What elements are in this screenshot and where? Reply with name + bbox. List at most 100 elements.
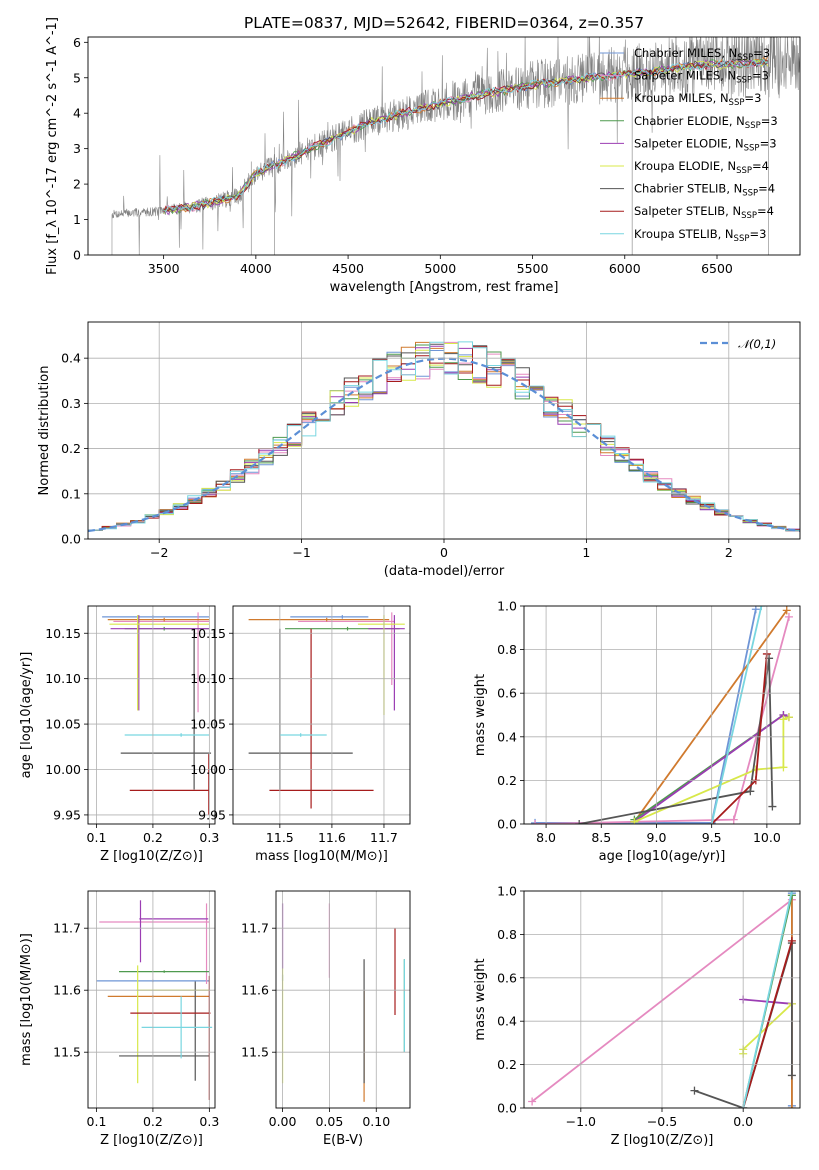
x-tick-label: 10.0: [753, 830, 781, 845]
x-tick-label: 11.7: [370, 830, 398, 845]
x-axis-label: wavelength [Angstrom, rest frame]: [330, 280, 559, 295]
x-tick-label: 6500: [701, 261, 733, 276]
x-axis-label: Z [log10(Z/Z⊙)]: [611, 1133, 714, 1148]
legend-subscript: SSP: [741, 211, 757, 221]
x-axis-label: Z [log10(Z/Z⊙)]: [100, 1133, 203, 1148]
y-tick-label: 4: [73, 106, 81, 121]
legend-entry: Kroupa MILES, NSSP=3: [634, 91, 761, 108]
x-axis-label: (data-model)/error: [384, 564, 505, 579]
x-tick-label: −0.5: [647, 1114, 677, 1129]
x-tick-label: 3500: [148, 261, 180, 276]
x-tick-label: 0.1: [87, 830, 107, 845]
legend-tail: =3: [761, 114, 778, 128]
y-tick-label: 9.95: [53, 807, 81, 822]
x-tick-label: 6000: [609, 261, 641, 276]
spectrum-model-line: [163, 58, 769, 212]
y-tick-label: 0.2: [497, 1057, 517, 1072]
legend-tail: =3: [749, 227, 766, 241]
y-axis-label: Normed distribution: [37, 366, 52, 496]
x-tick-label: 0.1: [87, 1114, 107, 1129]
figure-title: PLATE=0837, MJD=52642, FIBERID=0364, z=0…: [244, 14, 644, 32]
y-axis-label: mass weight: [473, 674, 488, 756]
panel-spectrum: 3500 4000 4500 5000 5500 6000 6500 0 1 2 3 4 5 6 wavel…: [45, 17, 801, 295]
y-tick-label: 11.5: [241, 1045, 269, 1060]
x-tick-label: 11.5: [266, 830, 294, 845]
y-tick-label: 10.05: [45, 717, 81, 732]
legend-tail: =3: [752, 69, 769, 83]
x-tick-label: 0.05: [315, 1114, 343, 1129]
x-tick-label: 11.6: [318, 830, 346, 845]
weight-marker: [782, 606, 791, 615]
y-axis-label: Flux [f_λ 10^-17 erg cm^-2 s^-1 A^-1]: [45, 17, 60, 275]
y-tick-label: 0.0: [61, 532, 81, 547]
weight-line: [742, 940, 793, 1108]
legend-subscript: SSP: [737, 53, 753, 63]
y-axis-label: mass [log10(M/M⊙)]: [19, 933, 34, 1066]
x-tick-label: 0.00: [269, 1114, 297, 1129]
plot-area: [248, 612, 405, 809]
y-tick-label: 0.6: [497, 970, 517, 985]
legend-entry: Salpeter STELIB, NSSP=4: [634, 204, 774, 221]
legend-entry: Salpeter ELODIE, NSSP=3: [634, 136, 777, 153]
axes-frame: [87, 605, 216, 825]
legend-text: Kroupa MILES, N: [634, 91, 729, 105]
weight-line: [579, 658, 774, 824]
x-tick-label: 0.2: [143, 1114, 163, 1129]
legend-subscript: SSP: [745, 121, 761, 131]
x-tick-label: 5000: [424, 261, 456, 276]
legend-tail: =3: [753, 46, 770, 60]
legend-tail: =4: [758, 182, 775, 196]
y-tick-label: 0.8: [497, 642, 517, 657]
y-tick-label: 0.6: [497, 686, 517, 701]
x-tick-label: 8.5: [591, 830, 611, 845]
legend-text: Kroupa ELODIE, N: [634, 159, 736, 173]
x-tick-label: 9.5: [702, 830, 722, 845]
x-tick-label: −1: [292, 545, 310, 560]
weight-marker: [531, 820, 540, 824]
x-tick-label: 8.0: [536, 830, 556, 845]
legend-entry: Kroupa STELIB, NSSP=3: [634, 227, 766, 244]
legend-subscript: SSP: [736, 76, 752, 86]
y-tick-label: 11.6: [53, 983, 81, 998]
legend-tail: =4: [752, 159, 769, 173]
legend-text: Salpeter STELIB, N: [634, 204, 741, 218]
legend-tail: =4: [757, 204, 774, 218]
weight-marker: [787, 936, 796, 945]
axes-frame: [523, 890, 801, 1109]
panel-mass_vs_ebv: 0.00 0.05 0.10 11.5 11.6 11.7 E(B-V): [241, 890, 411, 1148]
weight-marker: [575, 820, 584, 824]
x-axis-label: Z [log10(Z/Z⊙)]: [100, 849, 203, 864]
legend-entry: Salpeter MILES, NSSP=3: [634, 69, 769, 86]
x-tick-label: 0.3: [199, 1114, 219, 1129]
weight-marker: [787, 1104, 796, 1108]
panel-age_vs_mass: 11.5 11.6 11.7 9.95 10.00 10.05 10.10 10.15 mass…: [190, 605, 411, 864]
weight-line: [710, 606, 763, 824]
y-tick-label: 11.7: [241, 921, 269, 936]
y-tick-label: 0.2: [61, 441, 81, 456]
weight-line: [633, 609, 788, 823]
weight-marker: [784, 713, 793, 722]
y-tick-label: 1.0: [497, 599, 517, 614]
y-tick-label: 0: [73, 248, 81, 263]
axes-frame: [87, 890, 216, 1109]
x-tick-label: 1: [582, 545, 590, 560]
x-tick-label: 4500: [332, 261, 364, 276]
weight-marker: [757, 606, 766, 610]
y-tick-label: 0.2: [497, 773, 517, 788]
legend-entry: Chabrier MILES, NSSP=3: [634, 46, 770, 63]
legend-subscript: SSP: [744, 143, 760, 153]
y-tick-label: 10.00: [45, 762, 81, 777]
weight-marker: [779, 715, 788, 724]
x-tick-label: 9.0: [647, 830, 667, 845]
plot-area: [111, 37, 800, 255]
panel-mass_weight_vs_Z: −1.0 −0.5 0.0 0.0 0.2 0.4 0.6 0.8 1.0 Z [log10(Z/…: [473, 884, 801, 1148]
legend-text: Salpeter MILES, N: [634, 69, 736, 83]
x-tick-label: 2: [725, 545, 733, 560]
axes-frame: [87, 36, 801, 256]
legend-text: Chabrier ELODIE, N: [634, 114, 745, 128]
plot-area: [281, 903, 405, 1102]
x-axis-label: E(B-V): [323, 1133, 363, 1148]
weight-line: [742, 1003, 793, 1054]
y-tick-label: 0.0: [497, 817, 517, 832]
weight-marker: [746, 787, 755, 796]
